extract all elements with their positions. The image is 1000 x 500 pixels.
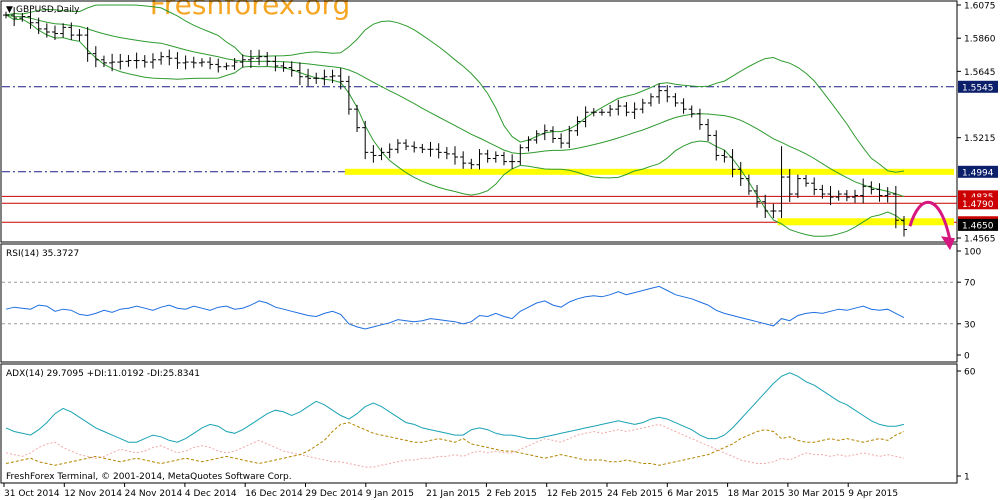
yellow-zone-lower — [777, 218, 954, 226]
price-level-label: 1.4994 — [962, 168, 994, 178]
price-tick-label: 1.5645 — [964, 68, 996, 78]
current-price-label: 1.4650 — [962, 221, 994, 231]
rsi-title: RSI(14) 35.3727 — [6, 249, 79, 259]
time-tick-label: 30 Mar 2015 — [788, 489, 845, 499]
time-tick-label: 9 Jan 2015 — [366, 489, 414, 499]
time-tick-label: 16 Dec 2014 — [245, 489, 303, 499]
time-axis: 31 Oct 2014 12 Nov 2014 24 Nov 2014 4 Dec 2… — [3, 483, 898, 499]
rsi-line — [5, 285, 905, 330]
rsi-pane: 100 70 30 0 — [2, 248, 981, 362]
time-tick-label: 4 Dec 2014 — [185, 489, 237, 499]
minus-di-line — [5, 422, 905, 466]
price-bars — [3, 7, 907, 237]
price-level-label: 1.4790 — [962, 200, 994, 210]
symbol-title: GBPUSD,Daily — [16, 5, 80, 15]
time-tick-label: 29 Dec 2014 — [306, 489, 364, 499]
adx-pane-frame — [0, 363, 958, 484]
yellow-zone-upper — [344, 168, 954, 175]
forecast-arrow — [908, 200, 955, 251]
rsi-tick-label: 0 — [964, 352, 970, 362]
current-price-bg — [958, 218, 998, 231]
forecast-arrow-curve — [908, 200, 952, 241]
time-tick-label: 2 Feb 2015 — [486, 489, 536, 499]
price-tick-label: 1.6075 — [964, 2, 996, 12]
rsi-pane-frame — [0, 243, 958, 363]
time-tick-label: 9 Apr 2015 — [848, 489, 898, 499]
price-label-bg — [958, 197, 998, 210]
adx-pane: 60 1 — [5, 368, 976, 483]
time-tick-label: 12 Feb 2015 — [547, 489, 603, 499]
yellow-zones — [344, 168, 954, 226]
adx-line — [5, 372, 905, 443]
time-tick-label: 21 Jan 2015 — [426, 489, 480, 499]
price-level-label: 1.5545 — [962, 83, 994, 93]
time-tick-label: 18 Mar 2015 — [728, 489, 785, 499]
adx-tick-label: 1 — [964, 473, 970, 483]
footer-copyright: FreshForex Terminal, © 2001-2014, MetaQu… — [6, 472, 292, 482]
bollinger-upper-band — [5, 4, 905, 173]
rsi-tick-label: 100 — [964, 248, 981, 258]
main-pane-frame — [0, 0, 958, 243]
adx-title: ADX(14) 29.7095 +DI:11.0192 -DI:25.8341 — [6, 369, 200, 379]
time-tick-label: 12 Nov 2014 — [64, 489, 122, 499]
symbol-title-marker: ▼ — [6, 5, 13, 15]
forecast-arrow-head — [941, 236, 955, 251]
price-label-bg — [958, 165, 998, 178]
price-label-bg — [958, 80, 998, 93]
bollinger-middle-band — [5, 14, 905, 197]
time-tick-label: 31 Oct 2014 — [4, 489, 60, 499]
time-tick-label: 6 Mar 2015 — [667, 489, 718, 499]
main-price-axis: 1.60751.58601.56451.55451.52151.49941.48… — [957, 2, 998, 245]
price-tick-label: 1.5215 — [964, 134, 996, 144]
watermark-text: Freshforex.org — [150, 0, 351, 21]
adx-tick-label: 60 — [964, 368, 976, 378]
price-tick-label: 1.5860 — [964, 35, 996, 45]
time-tick-label: 24 Feb 2015 — [607, 489, 663, 499]
price-tick-label: 1.4565 — [964, 235, 996, 245]
rsi-tick-label: 30 — [964, 320, 976, 330]
time-tick-label: 24 Nov 2014 — [125, 489, 183, 499]
rsi-tick-label: 70 — [964, 279, 976, 289]
